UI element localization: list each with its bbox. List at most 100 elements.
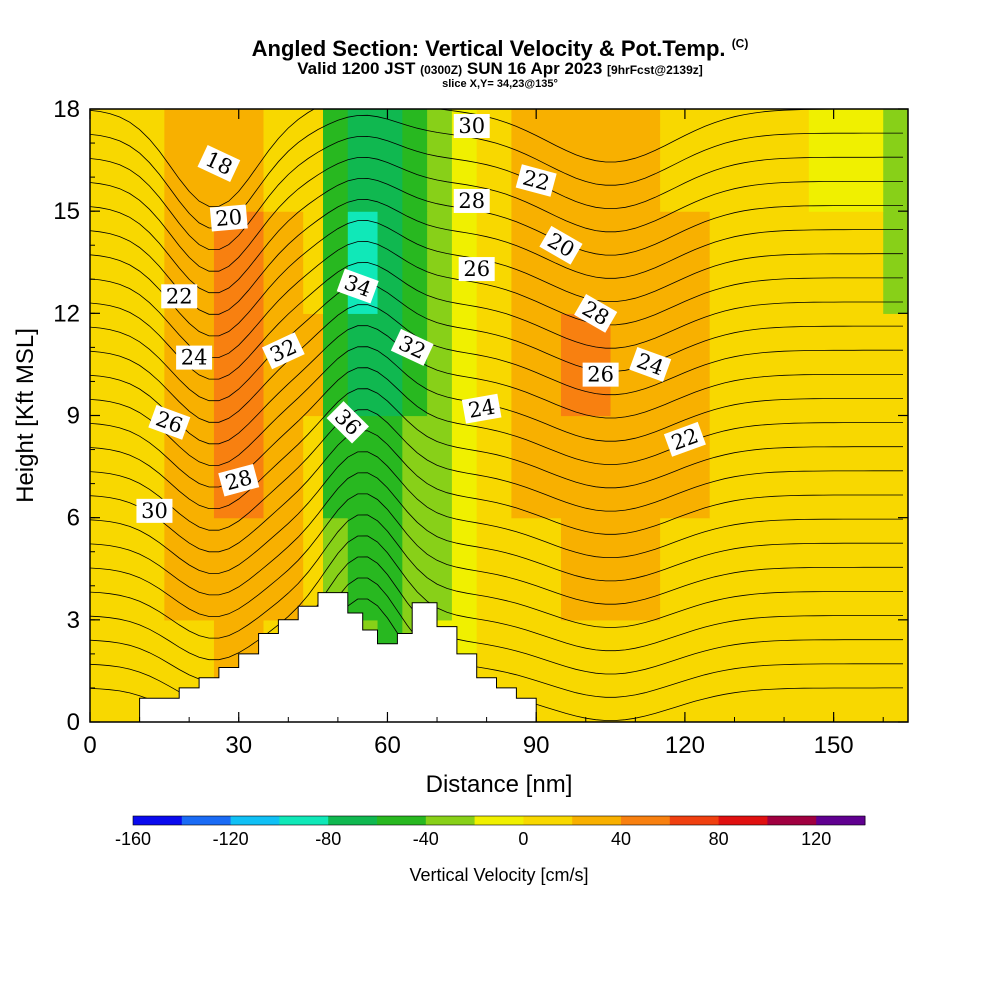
contour-label: 26 xyxy=(582,362,619,387)
svg-text:24: 24 xyxy=(181,346,208,370)
colorbar-segment xyxy=(669,816,720,825)
theta-contour xyxy=(90,177,903,294)
theta-contour xyxy=(90,430,903,553)
chart-subtitle: Valid 1200 JST (0300Z) SUN 16 Apr 2023 [… xyxy=(0,59,1000,79)
theta-contour xyxy=(90,109,903,207)
velocity-cell xyxy=(883,211,908,314)
velocity-cell xyxy=(213,517,265,621)
velocity-cell xyxy=(759,415,810,519)
velocity-cell xyxy=(808,415,884,519)
theta-contour xyxy=(90,493,903,617)
svg-text:30: 30 xyxy=(141,499,168,523)
colorbar-tick-label: 40 xyxy=(611,829,631,849)
theta-contour xyxy=(90,514,903,639)
velocity-cell xyxy=(347,109,379,212)
velocity-cell xyxy=(883,313,908,417)
valid-date: SUN 16 Apr 2023 xyxy=(466,59,603,78)
velocity-cell xyxy=(90,211,165,314)
velocity-cell xyxy=(303,313,324,417)
velocity-cell xyxy=(377,313,403,417)
theta-contour xyxy=(90,262,903,380)
theta-contour xyxy=(90,156,903,272)
velocity-cell xyxy=(263,415,304,519)
colorbar-segment xyxy=(133,816,183,825)
valid-prefix: Valid 1200 JST xyxy=(297,59,416,78)
chart-title-main: Angled Section: Vertical Velocity & Pot.… xyxy=(251,36,726,61)
colorbar-segment xyxy=(572,816,622,825)
contour-label: 24 xyxy=(461,393,502,424)
velocity-cell xyxy=(402,211,428,314)
theta-contour xyxy=(90,283,903,402)
velocity-cell xyxy=(402,109,428,212)
velocity-cell xyxy=(560,415,612,519)
colorbar-segment xyxy=(621,816,671,825)
velocity-cell xyxy=(511,517,562,621)
x-tick-label: 0 xyxy=(83,732,96,759)
contour-label: 30 xyxy=(453,114,490,139)
colorbar-segment xyxy=(816,816,866,825)
svg-text:20: 20 xyxy=(214,205,243,231)
colorbar-segment xyxy=(425,816,476,825)
velocity-cell xyxy=(511,109,562,212)
velocity-cell xyxy=(560,619,612,722)
x-tick-label: 60 xyxy=(374,732,401,759)
velocity-cell xyxy=(164,517,215,621)
svg-text:24: 24 xyxy=(466,395,496,423)
velocity-cell xyxy=(808,517,884,621)
velocity-cell xyxy=(883,109,908,212)
y-tick-label: 6 xyxy=(67,505,80,532)
contour-label: 22 xyxy=(161,284,198,309)
velocity-cell xyxy=(560,517,612,621)
colorbar-segment xyxy=(230,816,280,825)
y-tick-label: 9 xyxy=(67,403,80,430)
contour-label: 28 xyxy=(453,188,490,213)
terrain-mask xyxy=(90,592,537,723)
theta-contour xyxy=(90,325,903,445)
velocity-cell xyxy=(263,211,304,314)
velocity-cell xyxy=(451,415,478,519)
velocity-cell xyxy=(759,619,810,722)
valid-utc: (0300Z) xyxy=(420,63,463,77)
theta-contour xyxy=(90,535,903,661)
velocity-cell xyxy=(660,517,711,621)
velocity-cell xyxy=(476,415,512,519)
velocity-cell xyxy=(427,211,453,314)
forecast-tag: [9hrFcst@2139z] xyxy=(607,63,703,77)
velocity-cell xyxy=(759,211,810,314)
velocity-cell xyxy=(90,109,165,212)
velocity-cell xyxy=(610,517,661,621)
x-tick-label: 30 xyxy=(225,732,252,759)
theta-contour xyxy=(90,199,903,315)
terrain-profile xyxy=(90,592,537,723)
velocity-cell xyxy=(709,517,760,621)
colorbar-segment xyxy=(181,816,232,825)
velocity-cell xyxy=(213,313,265,417)
theta-contour xyxy=(90,409,903,531)
x-axis-title: Distance [nm] xyxy=(426,771,573,798)
contour-label: 26 xyxy=(458,257,495,282)
velocity-cell xyxy=(303,109,324,212)
slice-info: slice X,Y= 34,23@135° xyxy=(442,78,558,90)
svg-text:26: 26 xyxy=(587,363,614,387)
velocity-cell xyxy=(303,415,324,519)
colorbar-tick-label: -120 xyxy=(213,829,249,849)
contour-label: 20 xyxy=(209,204,248,232)
theta-contour xyxy=(90,472,903,596)
velocity-cell xyxy=(610,211,661,314)
velocity-cell xyxy=(759,109,810,212)
velocity-cell xyxy=(660,109,711,212)
svg-text:22: 22 xyxy=(166,284,193,308)
velocity-cell xyxy=(323,211,349,314)
contour-label: 26 xyxy=(148,404,191,440)
velocity-cell xyxy=(560,109,612,212)
velocity-cell xyxy=(883,619,908,722)
velocity-cell xyxy=(427,415,453,519)
velocity-cell xyxy=(610,109,661,212)
axes: 0 30 60 90 120 150 0 3 6 9 12 15 18 Distance [nm] Heig… xyxy=(12,96,908,798)
velocity-cell xyxy=(709,415,760,519)
velocity-cell xyxy=(883,415,908,519)
velocity-cell xyxy=(660,211,711,314)
contour-label: 30 xyxy=(136,498,173,523)
x-tick-label: 150 xyxy=(814,732,854,759)
